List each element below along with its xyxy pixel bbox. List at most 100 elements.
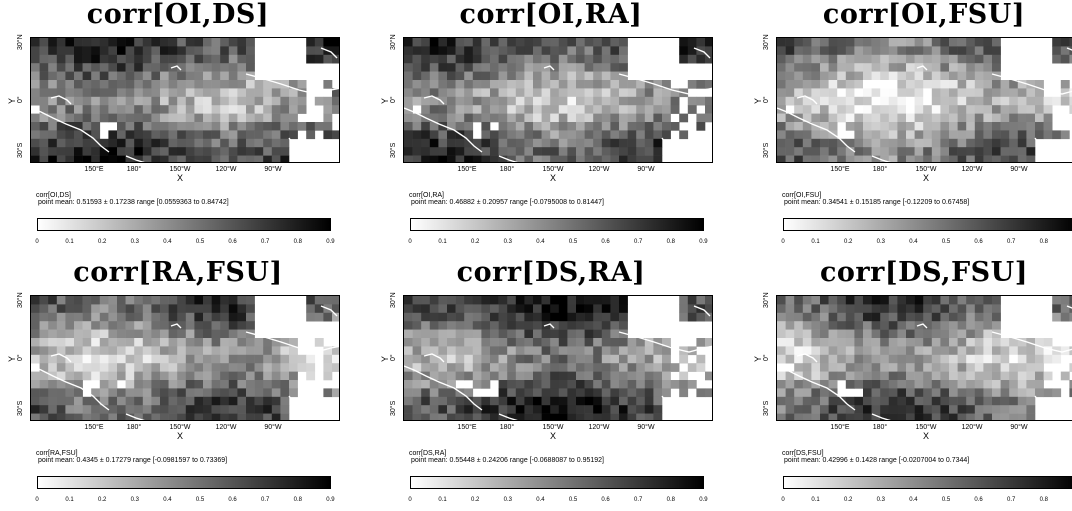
map-cell bbox=[1009, 346, 1019, 356]
map-cell bbox=[610, 38, 620, 47]
map-cell bbox=[1069, 105, 1072, 114]
map-cell bbox=[871, 54, 881, 64]
map-cell bbox=[802, 88, 812, 98]
map-cell bbox=[142, 130, 152, 140]
map-cell bbox=[533, 346, 542, 356]
map-cell bbox=[533, 130, 542, 140]
map-cell bbox=[696, 363, 706, 372]
map-cell bbox=[837, 138, 847, 148]
map-cell bbox=[447, 63, 456, 72]
map-cell bbox=[601, 54, 611, 64]
map-cell bbox=[185, 155, 195, 162]
map-cell bbox=[203, 63, 212, 72]
map-cell bbox=[99, 304, 109, 314]
map-cell bbox=[593, 46, 603, 56]
map-cell bbox=[74, 138, 83, 148]
map-cell bbox=[429, 122, 439, 131]
map-cell bbox=[871, 413, 881, 420]
map-cell bbox=[48, 321, 58, 330]
x-tick-label: 90°W bbox=[637, 166, 655, 173]
map-cell bbox=[653, 138, 663, 148]
map-cell bbox=[992, 138, 1001, 148]
map-cell bbox=[151, 413, 161, 420]
map-cell bbox=[306, 363, 316, 372]
map-cell bbox=[134, 46, 144, 56]
map-cell bbox=[940, 346, 950, 356]
map-cell bbox=[429, 354, 439, 364]
map-cell bbox=[854, 96, 864, 106]
map-cell bbox=[246, 113, 255, 123]
map-cell bbox=[438, 363, 448, 372]
map-cell bbox=[811, 312, 821, 322]
map-cell bbox=[610, 388, 620, 398]
map-cell bbox=[168, 46, 178, 56]
map-cell bbox=[811, 122, 821, 131]
map-cell bbox=[550, 130, 560, 140]
map-cell bbox=[421, 46, 431, 56]
map-cell bbox=[271, 346, 281, 356]
map-cell bbox=[438, 96, 448, 106]
map-cell bbox=[627, 80, 637, 89]
map-cell bbox=[297, 363, 307, 372]
map-cell bbox=[203, 304, 212, 314]
map-cell bbox=[254, 346, 264, 356]
map-cell bbox=[297, 96, 307, 106]
map-cell bbox=[237, 63, 247, 72]
map-cell bbox=[31, 138, 40, 148]
map-cell bbox=[610, 338, 620, 347]
map-cell bbox=[117, 96, 126, 106]
map-cell bbox=[811, 380, 821, 389]
map-cell bbox=[610, 147, 620, 156]
map-cell bbox=[39, 155, 49, 162]
map-cell bbox=[194, 54, 204, 64]
map-cell bbox=[194, 380, 204, 389]
map-cell bbox=[404, 96, 413, 106]
map-cell bbox=[246, 329, 255, 339]
map-cell bbox=[802, 113, 812, 123]
map-cell bbox=[151, 346, 161, 356]
map-cell bbox=[263, 396, 273, 406]
map-cell bbox=[134, 363, 144, 372]
map-cell bbox=[627, 122, 637, 131]
map-cell bbox=[142, 54, 152, 64]
map-cell bbox=[897, 54, 907, 64]
map-cell bbox=[203, 388, 212, 398]
map-cell bbox=[185, 363, 195, 372]
coastline bbox=[31, 107, 110, 153]
heatmap-plot bbox=[776, 295, 1072, 421]
map-cell bbox=[134, 329, 144, 339]
map-cell bbox=[254, 130, 264, 140]
map-cell bbox=[74, 329, 83, 339]
map-cell bbox=[1000, 88, 1010, 98]
map-cell bbox=[777, 71, 786, 81]
map-cell bbox=[966, 96, 976, 106]
map-cell bbox=[421, 338, 431, 347]
map-cell bbox=[228, 88, 238, 98]
map-cell bbox=[619, 80, 628, 89]
map-cell bbox=[151, 388, 161, 398]
map-cell bbox=[203, 88, 212, 98]
map-cell bbox=[185, 338, 195, 347]
map-cell bbox=[438, 304, 448, 314]
map-cell bbox=[610, 346, 620, 356]
map-cell bbox=[914, 354, 924, 364]
map-cell bbox=[940, 71, 950, 81]
map-cell bbox=[168, 346, 178, 356]
map-cell bbox=[1035, 338, 1044, 347]
heatmap-svg bbox=[777, 38, 1072, 162]
map-cell bbox=[464, 113, 474, 123]
map-cell bbox=[228, 46, 238, 56]
map-cell bbox=[837, 346, 847, 356]
map-cell bbox=[289, 338, 298, 347]
coastline bbox=[693, 47, 711, 59]
map-cell bbox=[705, 96, 712, 106]
map-cell bbox=[679, 296, 689, 305]
map-cell bbox=[1017, 354, 1027, 364]
map-cell bbox=[429, 138, 439, 148]
map-cell bbox=[931, 155, 941, 162]
map-cell bbox=[125, 147, 135, 156]
map-cell bbox=[99, 312, 109, 322]
map-cell bbox=[558, 413, 568, 420]
map-cell bbox=[610, 396, 620, 406]
map-cell bbox=[871, 147, 881, 156]
